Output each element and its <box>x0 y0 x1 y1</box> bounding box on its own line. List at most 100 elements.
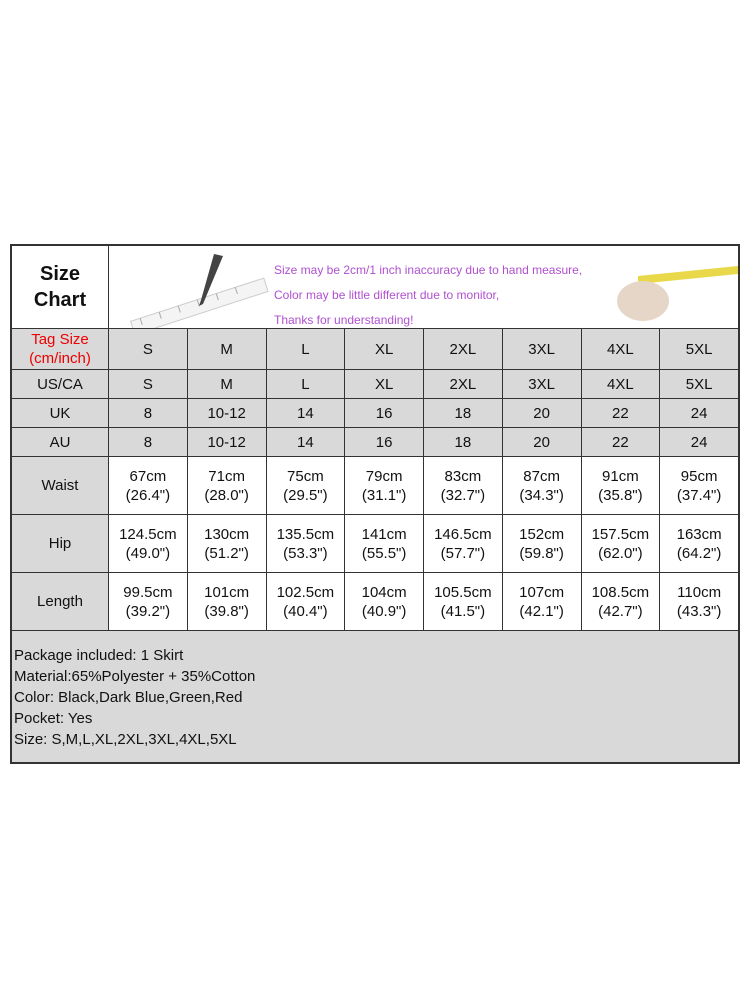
table-cell: 16 <box>344 428 423 456</box>
cell-text: (62.0") <box>598 544 643 562</box>
cell-text: (35.8") <box>598 486 643 504</box>
notice-line: Size may be 2cm/1 inch inaccuracy due to… <box>274 263 583 277</box>
notice-banner: Size may be 2cm/1 inch inaccuracy due to… <box>108 246 738 328</box>
cell-text: (59.8") <box>519 544 564 562</box>
cell-text: (39.8") <box>204 602 249 620</box>
notice-line: Thanks for understanding! <box>274 313 414 327</box>
row-label: Tag Size (cm/inch) <box>12 329 108 369</box>
title-line: Size <box>39 263 81 285</box>
table-cell: 24 <box>659 428 738 456</box>
table-cell: 157.5cm (62.0") <box>580 515 660 572</box>
cell-text: 24 <box>690 433 708 451</box>
row-label: UK <box>12 399 108 427</box>
table-cell: 18 <box>423 399 502 427</box>
table-row: Waist 67cm (26.4") 71cm (28.0") 75cm (29.5") 79… <box>12 457 738 515</box>
row-label: Length <box>12 573 108 630</box>
table-cell: 87cm (34.3") <box>501 457 581 514</box>
notice-text: Size may be 2cm/1 inch inaccuracy due to… <box>274 258 582 328</box>
table-cell: 141cm (55.5") <box>344 515 423 572</box>
table-cell: 99.5cm (39.2") <box>108 573 187 630</box>
table-cell: 130cm (51.2") <box>186 515 266 572</box>
cell-text: 14 <box>297 433 314 451</box>
table-cell: 8 <box>108 428 187 456</box>
table-cell: 4XL <box>580 329 660 369</box>
cell-text: Tag Size <box>31 331 89 348</box>
notice-line: Color may be little different due to mon… <box>274 288 500 302</box>
cell-text: (41.5") <box>440 602 486 620</box>
cell-text: 71cm <box>208 467 245 485</box>
cell-text: (40.4") <box>283 602 328 620</box>
cell-text: M <box>220 375 233 393</box>
note-line: Size: S,M,L,XL,2XL,3XL,4XL,5XL <box>14 731 237 748</box>
table-cell: 5XL <box>659 329 738 369</box>
chart-title: Size Chart <box>12 246 108 328</box>
table-cell: 3XL <box>501 370 581 398</box>
size-chart-table: Size Chart Size may be 2cm/1 inch inaccu… <box>10 244 740 764</box>
table-row: Tag Size (cm/inch) S M L XL 2XL 3XL 4XL 5XL <box>12 329 738 370</box>
cell-text: 130cm <box>204 525 250 543</box>
table-cell: 108.5cm (42.7") <box>580 573 660 630</box>
table-cell: 91cm (35.8") <box>580 457 660 514</box>
cell-text: (55.5") <box>361 544 407 562</box>
table-row: UK 8 10-12 14 16 18 20 22 24 <box>12 399 738 428</box>
cell-text: 83cm <box>444 467 482 485</box>
table-cell: 20 <box>501 399 581 427</box>
table-cell: 10-12 <box>186 428 266 456</box>
title-line: Chart <box>33 289 87 311</box>
table-cell: 4XL <box>580 370 660 398</box>
cell-text: (31.1") <box>361 486 407 504</box>
hand-measuring-tape-icon <box>617 266 738 321</box>
note-line: Material:65%Polyester + 35%Cotton <box>14 668 256 685</box>
cell-text: L <box>301 340 310 358</box>
cell-text: 3XL <box>528 375 555 393</box>
table-cell: 16 <box>344 399 423 427</box>
table-cell: 14 <box>265 399 345 427</box>
cell-text: 18 <box>454 404 472 422</box>
table-cell: L <box>265 329 345 369</box>
cell-text: US/CA <box>37 375 83 393</box>
table-cell: 2XL <box>423 329 502 369</box>
cell-text: 157.5cm <box>591 525 650 543</box>
table-cell: 5XL <box>659 370 738 398</box>
cell-text: 87cm <box>523 467 560 485</box>
cell-text: 105.5cm <box>434 583 492 601</box>
cell-text: 110cm <box>677 583 722 601</box>
cell-text: 141cm <box>361 525 407 543</box>
cell-text: 22 <box>612 404 629 422</box>
cell-text: 135.5cm <box>276 525 335 543</box>
cell-text: UK <box>49 404 71 422</box>
cell-text: 124.5cm <box>119 525 177 543</box>
table-cell: 105.5cm (41.5") <box>423 573 502 630</box>
table-cell: 18 <box>423 428 502 456</box>
table-cell: 79cm (31.1") <box>344 457 423 514</box>
table-cell: 10-12 <box>186 399 266 427</box>
cell-text: (43.3") <box>676 602 722 620</box>
cell-text: (28.0") <box>204 486 249 504</box>
cell-text: (42.1") <box>519 602 564 620</box>
table-cell: 2XL <box>423 370 502 398</box>
cell-text: XL <box>374 375 394 393</box>
cell-text: (40.9") <box>361 602 407 620</box>
cell-text: 163cm <box>676 525 722 543</box>
cell-text: (26.4") <box>125 486 171 504</box>
cell-text: 5XL <box>685 375 713 393</box>
table-cell: L <box>265 370 345 398</box>
table-cell: 67cm (26.4") <box>108 457 187 514</box>
table-cell: XL <box>344 329 423 369</box>
cell-text: 108.5cm <box>591 583 650 601</box>
cell-text: 99.5cm <box>123 583 173 601</box>
table-cell: 75cm (29.5") <box>265 457 345 514</box>
table-cell: 71cm (28.0") <box>186 457 266 514</box>
cell-text: 16 <box>375 404 393 422</box>
row-label: Waist <box>12 457 108 514</box>
cell-text: 20 <box>533 404 550 422</box>
cell-text: 4XL <box>607 340 634 358</box>
cell-text: (49.0") <box>125 544 171 562</box>
cell-text: L <box>301 375 310 393</box>
table-cell: 135.5cm (53.3") <box>265 515 345 572</box>
table-row: Hip 124.5cm (49.0") 130cm (51.2") 135.5cm (53.… <box>12 515 738 573</box>
cell-text: 18 <box>454 433 472 451</box>
table-cell: 20 <box>501 428 581 456</box>
table-row: AU 8 10-12 14 16 18 20 22 24 <box>12 428 738 457</box>
cell-text: 10-12 <box>207 404 246 422</box>
